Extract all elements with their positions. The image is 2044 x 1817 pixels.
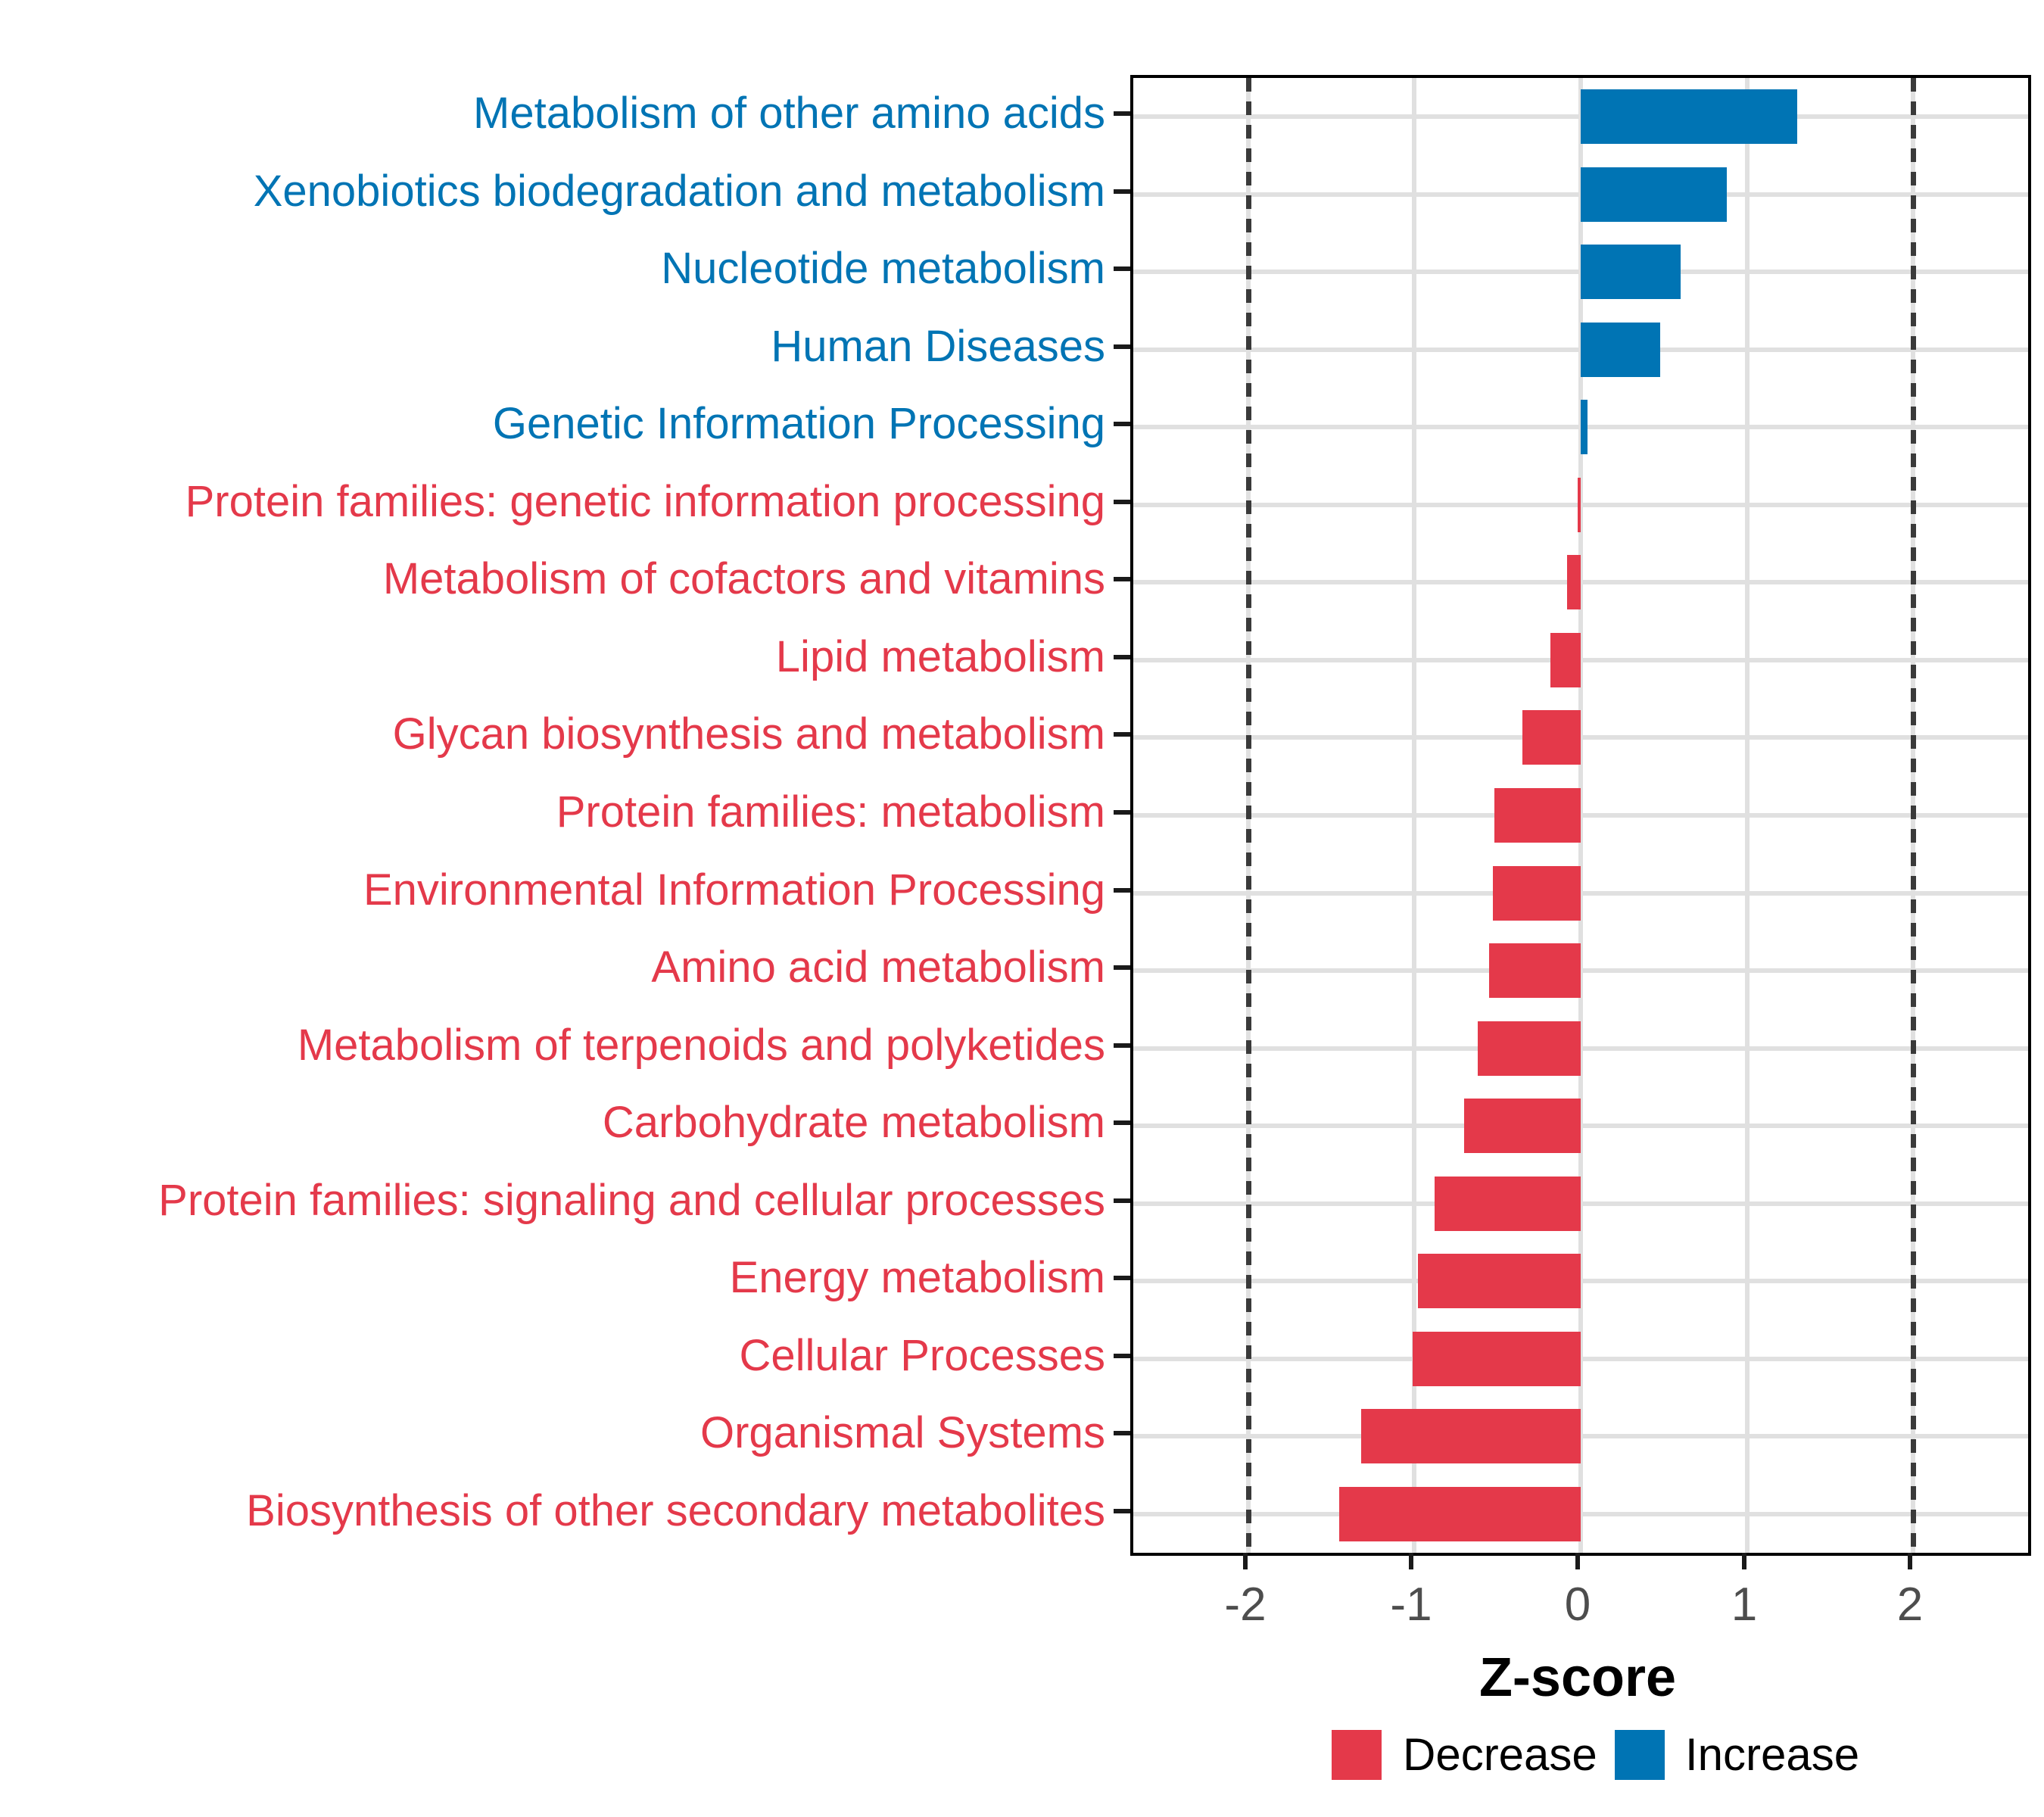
y-axis-category-label: Protein families: signaling and cellular… bbox=[158, 1176, 1105, 1225]
legend: Decrease Increase bbox=[0, 1728, 2044, 1781]
y-axis-tick-mark bbox=[1114, 655, 1130, 659]
y-axis-tick-mark bbox=[1114, 500, 1130, 504]
x-axis-tick-label: 0 bbox=[1564, 1579, 1591, 1631]
y-axis-tick-mark bbox=[1114, 422, 1130, 426]
y-axis-category-label: Lipid metabolism bbox=[775, 632, 1105, 681]
x-axis-tick-mark bbox=[1742, 1553, 1746, 1569]
y-axis-tick-mark bbox=[1114, 888, 1130, 893]
y-axis-category-label: Genetic Information Processing bbox=[492, 399, 1105, 448]
threshold-dashed-line bbox=[1246, 78, 1251, 1553]
gridline-vertical bbox=[1578, 78, 1583, 1553]
bar bbox=[1478, 1021, 1581, 1076]
bar bbox=[1464, 1099, 1581, 1153]
y-axis-tick-mark bbox=[1114, 1120, 1130, 1125]
bar bbox=[1567, 555, 1581, 609]
y-axis-category-label: Nucleotide metabolism bbox=[661, 244, 1105, 293]
bar bbox=[1550, 633, 1581, 687]
y-axis-tick-mark bbox=[1114, 111, 1130, 116]
bar bbox=[1581, 89, 1797, 144]
gridline-vertical bbox=[1412, 78, 1416, 1553]
y-axis-category-label: Energy metabolism bbox=[729, 1253, 1105, 1302]
y-axis-tick-mark bbox=[1114, 1276, 1130, 1280]
y-axis-category-label: Organismal Systems bbox=[700, 1408, 1105, 1457]
bar bbox=[1578, 478, 1581, 532]
bar bbox=[1581, 245, 1681, 299]
bar bbox=[1581, 323, 1660, 377]
x-axis-tick-mark bbox=[1575, 1553, 1580, 1569]
y-axis-category-label: Xenobiotics biodegradation and metabolis… bbox=[253, 167, 1105, 216]
y-axis-tick-mark bbox=[1114, 344, 1130, 349]
y-axis-category-label: Metabolism of cofactors and vitamins bbox=[382, 554, 1105, 603]
x-axis-tick-mark bbox=[1409, 1553, 1413, 1569]
x-axis-tick-mark bbox=[1908, 1553, 1912, 1569]
y-axis-category-label: Protein families: metabolism bbox=[556, 787, 1105, 837]
x-axis-tick-label: -1 bbox=[1390, 1579, 1432, 1631]
y-axis-category-label: Biosynthesis of other secondary metaboli… bbox=[246, 1486, 1105, 1535]
legend-label-increase: Increase bbox=[1685, 1729, 1860, 1780]
bar bbox=[1361, 1409, 1581, 1463]
bar bbox=[1581, 167, 1727, 222]
y-axis-category-label: Amino acid metabolism bbox=[651, 943, 1105, 992]
bar bbox=[1494, 788, 1581, 843]
x-axis-tick-mark bbox=[1243, 1553, 1248, 1569]
bar bbox=[1493, 866, 1581, 921]
plot-panel bbox=[1130, 75, 2031, 1556]
threshold-dashed-line bbox=[1911, 78, 1916, 1553]
x-axis-tick-label: -2 bbox=[1224, 1579, 1267, 1631]
y-axis-tick-mark bbox=[1114, 1043, 1130, 1048]
y-axis-category-label: Glycan biosynthesis and metabolism bbox=[392, 709, 1105, 759]
y-axis-tick-mark bbox=[1114, 1354, 1130, 1358]
y-axis-category-label: Carbohydrate metabolism bbox=[602, 1098, 1105, 1147]
y-axis-tick-mark bbox=[1114, 732, 1130, 737]
bar bbox=[1489, 943, 1581, 998]
legend-swatch-decrease bbox=[1332, 1730, 1382, 1780]
bar bbox=[1435, 1177, 1581, 1231]
bar bbox=[1581, 400, 1588, 454]
y-axis-category-label: Metabolism of other amino acids bbox=[473, 89, 1105, 138]
y-axis-category-label: Human Diseases bbox=[771, 322, 1105, 371]
y-axis-tick-mark bbox=[1114, 189, 1130, 194]
bar bbox=[1413, 1332, 1581, 1386]
y-axis-category-label: Cellular Processes bbox=[739, 1331, 1105, 1380]
gridline-vertical bbox=[1745, 78, 1750, 1553]
legend-label-decrease: Decrease bbox=[1403, 1729, 1597, 1780]
bar bbox=[1522, 710, 1581, 765]
y-axis-tick-mark bbox=[1114, 965, 1130, 970]
y-axis-category-label: Environmental Information Processing bbox=[363, 865, 1105, 915]
y-axis-tick-mark bbox=[1114, 266, 1130, 271]
y-axis-tick-mark bbox=[1114, 1509, 1130, 1513]
y-axis-tick-mark bbox=[1114, 1198, 1130, 1203]
y-axis-category-label: Metabolism of terpenoids and polyketides bbox=[297, 1021, 1105, 1070]
x-axis-tick-label: 1 bbox=[1731, 1579, 1758, 1631]
y-axis-category-label: Protein families: genetic information pr… bbox=[185, 477, 1105, 526]
legend-swatch-increase bbox=[1615, 1730, 1665, 1780]
bar bbox=[1339, 1487, 1581, 1541]
bar bbox=[1418, 1254, 1581, 1308]
y-axis-tick-mark bbox=[1114, 810, 1130, 815]
y-axis-tick-mark bbox=[1114, 577, 1130, 581]
x-axis-tick-label: 2 bbox=[1896, 1579, 1924, 1631]
y-axis-tick-mark bbox=[1114, 1431, 1130, 1435]
x-axis-title: Z-score bbox=[1478, 1647, 1677, 1708]
